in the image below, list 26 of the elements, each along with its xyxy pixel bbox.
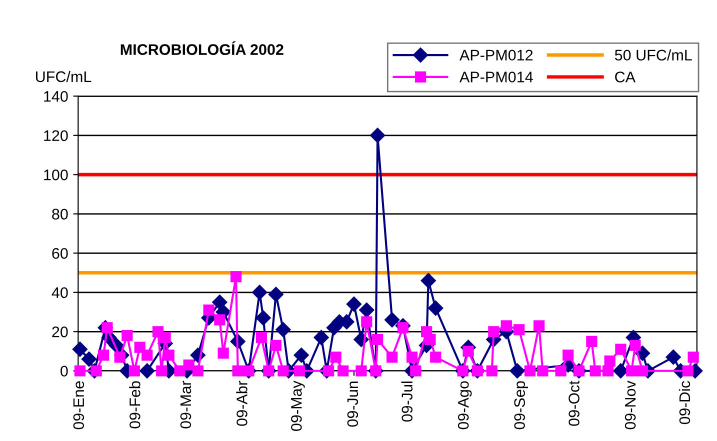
legend-label: AP-PM014 bbox=[460, 72, 533, 82]
x-tick-label: 09-Dic bbox=[678, 381, 690, 424]
x-tick-label: 09-Mar bbox=[180, 380, 192, 428]
legend-label: 50 UFC/mL bbox=[614, 49, 692, 61]
y-tick-label: 0 bbox=[60, 366, 68, 377]
x-tick-label: 09-Nov bbox=[624, 380, 636, 430]
x-tick-label: 09-Oct bbox=[568, 380, 580, 426]
y-tick-label: 120 bbox=[44, 130, 68, 142]
chart-title: MICROBIOLOGÍA 2002 bbox=[120, 41, 284, 55]
y-axis-title: UFC/mL bbox=[36, 70, 92, 82]
y-tick-label: 20 bbox=[52, 326, 68, 338]
y-tick-label: 60 bbox=[52, 248, 68, 259]
y-tick-label: 80 bbox=[52, 208, 68, 220]
x-tick-label: 09-Sep bbox=[514, 381, 528, 430]
x-tick-label: 09-Jun bbox=[347, 382, 358, 427]
x-tick-label: 09-Ago bbox=[458, 381, 472, 430]
x-tick-label: 09-Feb bbox=[129, 381, 140, 428]
legend-label: AP-PM012 bbox=[460, 50, 533, 61]
y-tick-label: 100 bbox=[44, 170, 68, 180]
legend-label: CA bbox=[615, 72, 636, 82]
x-tick-label: 09-Ene bbox=[73, 381, 84, 430]
x-tick-label: 09-Jul bbox=[401, 382, 413, 422]
y-tick-label: 140 bbox=[44, 91, 68, 102]
x-tick-label: 09-May bbox=[291, 380, 305, 431]
x-tick-label: 09-Abr bbox=[236, 380, 248, 426]
y-tick-label: 40 bbox=[52, 287, 68, 298]
